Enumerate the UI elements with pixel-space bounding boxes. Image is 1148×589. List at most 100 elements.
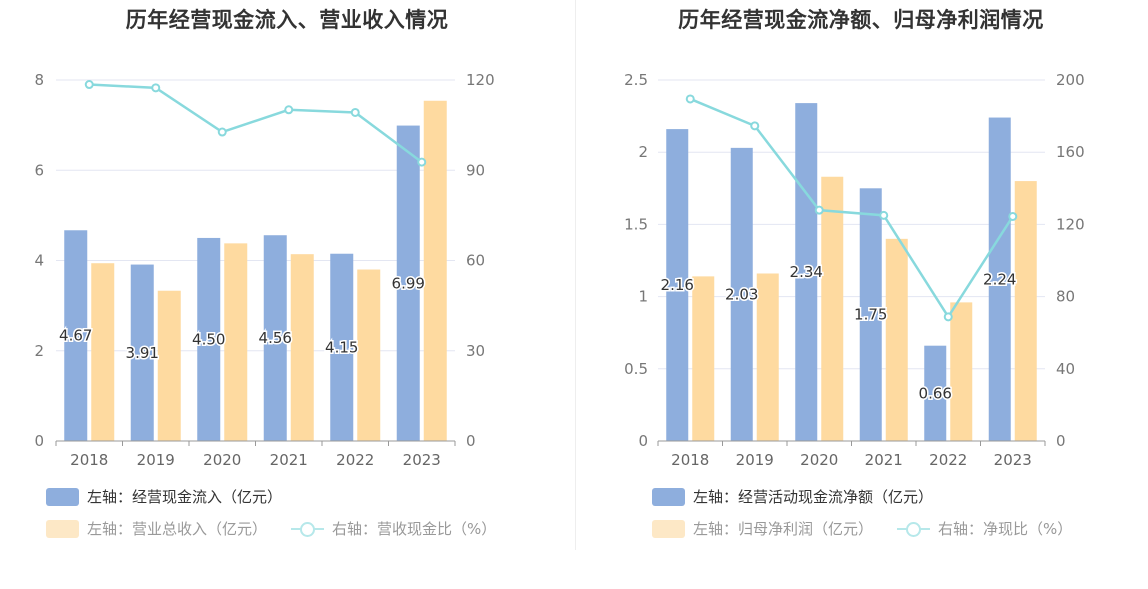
line-point: [417, 157, 427, 167]
bar-data-label: 2.24: [983, 270, 1016, 288]
chart-panel-cash-inflow-revenue: 历年经营现金流入、营业收入情况 0 2 4 6 8 0 30 60 90 120 2018 4.67 2…: [34, 8, 496, 539]
bar-orange: [357, 269, 381, 441]
bar-data-label: 4.50: [192, 330, 225, 348]
chart-title: 历年经营现金流入、营业收入情况: [125, 8, 449, 32]
bar-blue: [330, 253, 354, 441]
x-axis-tick-label: 2021: [865, 451, 903, 469]
right-axis-tick-label: 120: [466, 71, 495, 89]
legend-item-bar-blue[interactable]: 左轴：经营活动现金流净额（亿元）: [652, 486, 933, 507]
bar-data-label: 4.56: [259, 329, 292, 347]
line-point: [151, 83, 161, 93]
bar-orange: [91, 263, 115, 441]
x-axis-tick-label: 2018: [671, 451, 709, 469]
x-axis-tick-label: 2023: [994, 451, 1032, 469]
legend-swatch-orange[interactable]: [652, 519, 685, 538]
bar-blue: [924, 345, 947, 441]
bar-data-label: 0.66: [919, 384, 952, 402]
chart-title: 历年经营现金流净额、归母净利润情况: [678, 8, 1044, 32]
legend-label[interactable]: 左轴：营业总收入（亿元）: [87, 520, 268, 538]
legend-swatch-blue: [46, 487, 79, 506]
left-axis-tick-label: 2.5: [624, 71, 648, 89]
chart-panel-net-cashflow-profit: 历年经营现金流净额、归母净利润情况 0 0.5 1 1.5 2 2.5 0 40 80 120 16…: [574, 0, 1148, 589]
x-axis-tick-label: 2022: [929, 451, 967, 469]
left-axis-tick-label: 0.5: [624, 360, 648, 378]
x-axis-tick-label: 2018: [70, 451, 108, 469]
bar-blue: [859, 188, 882, 441]
line-point: [1008, 211, 1018, 221]
line-series: [689, 97, 1014, 320]
bar-blue: [263, 235, 287, 441]
right-axis-tick-label: 160: [1056, 143, 1085, 161]
line-point: [685, 94, 695, 104]
legend-label[interactable]: 左轴：归母净利润（亿元）: [693, 520, 874, 538]
bar-orange: [290, 254, 314, 441]
x-axis-tick-label: 2019: [736, 451, 774, 469]
bar-blue: [988, 117, 1011, 441]
bar-blue: [64, 230, 88, 441]
legend-line-marker-icon[interactable]: [291, 520, 325, 538]
left-axis-tick-label: 0: [34, 432, 44, 450]
left-axis-tick-label: 2: [638, 143, 648, 161]
left-axis-tick-label: 1.5: [624, 215, 648, 233]
x-axis-tick-label: 2020: [203, 451, 241, 469]
bar-data-label: 4.15: [325, 338, 358, 356]
legend-label: 左轴：经营活动现金流净额（亿元）: [693, 488, 934, 506]
bar-data-label: 2.34: [790, 263, 823, 281]
bar-orange: [821, 176, 844, 442]
bar-orange: [692, 276, 715, 441]
legend-swatch-orange[interactable]: [46, 519, 79, 538]
left-axis-tick-label: 6: [34, 161, 44, 179]
x-axis-tick-label: 2023: [403, 451, 441, 469]
bar-orange: [1014, 181, 1037, 441]
legend-label[interactable]: 右轴：净现比（%）: [938, 520, 1073, 538]
line-point: [943, 312, 953, 322]
bar-data-label: 3.91: [126, 344, 159, 362]
right-axis-tick-label: 0: [466, 432, 476, 450]
bar-orange: [423, 100, 447, 441]
bar-orange: [950, 302, 973, 441]
bar-blue: [130, 264, 154, 441]
line-point: [284, 105, 294, 115]
line-series: [89, 83, 423, 164]
x-axis-tick-label: 2020: [800, 451, 838, 469]
legend-row-2: 左轴：营业总收入（亿元） 右轴：营收现金比（%）: [46, 518, 496, 539]
x-axis-tick-label: 2021: [270, 451, 308, 469]
line-point: [217, 127, 227, 137]
right-axis-tick-label: 90: [466, 161, 485, 179]
right-axis-tick-label: 40: [1056, 360, 1075, 378]
legend-item-bar-blue[interactable]: 左轴：经营现金流入（亿元）: [46, 486, 282, 507]
bar-orange: [224, 243, 248, 441]
bar-blue: [197, 237, 221, 441]
right-axis-tick-label: 30: [466, 342, 485, 360]
left-axis-tick-label: 1: [638, 288, 648, 306]
x-axis-tick-label: 2019: [137, 451, 175, 469]
legend-row-2: 左轴：归母净利润（亿元） 右轴：净现比（%）: [652, 518, 1072, 539]
right-axis-tick-label: 120: [1056, 215, 1085, 233]
line-point: [750, 121, 760, 131]
left-axis-tick-label: 4: [34, 252, 44, 270]
panel-divider: [575, 0, 576, 550]
line-point: [84, 80, 94, 90]
bar-orange: [157, 290, 181, 441]
bar-data-label: 6.99: [392, 274, 425, 292]
bar-data-label: 1.75: [854, 306, 887, 324]
right-axis-tick-label: 60: [466, 252, 485, 270]
legend-label[interactable]: 右轴：营收现金比（%）: [332, 520, 497, 538]
bar-orange: [756, 273, 779, 441]
bar-data-label: 2.03: [725, 285, 758, 303]
bar-data-label: 2.16: [661, 276, 694, 294]
bar-blue: [396, 125, 420, 442]
right-axis-tick-label: 0: [1056, 432, 1066, 450]
left-axis-tick-label: 2: [34, 342, 44, 360]
legend-line-marker-icon[interactable]: [897, 520, 931, 538]
x-axis-tick-label: 2022: [336, 451, 374, 469]
bar-orange: [885, 238, 908, 441]
legend-label: 左轴：经营现金流入（亿元）: [87, 488, 283, 506]
right-axis-tick-label: 200: [1056, 71, 1085, 89]
bar-data-label: 4.67: [59, 327, 92, 345]
line-point: [879, 210, 889, 220]
left-axis-tick-label: 0: [638, 432, 648, 450]
right-axis-tick-label: 80: [1056, 288, 1075, 306]
left-axis-tick-label: 8: [34, 71, 44, 89]
chart-canvas: 0 2 4 6 8 0 30 60 90 120 2018 4.67 2019 3.91 2020 4.50 2…: [34, 71, 495, 469]
